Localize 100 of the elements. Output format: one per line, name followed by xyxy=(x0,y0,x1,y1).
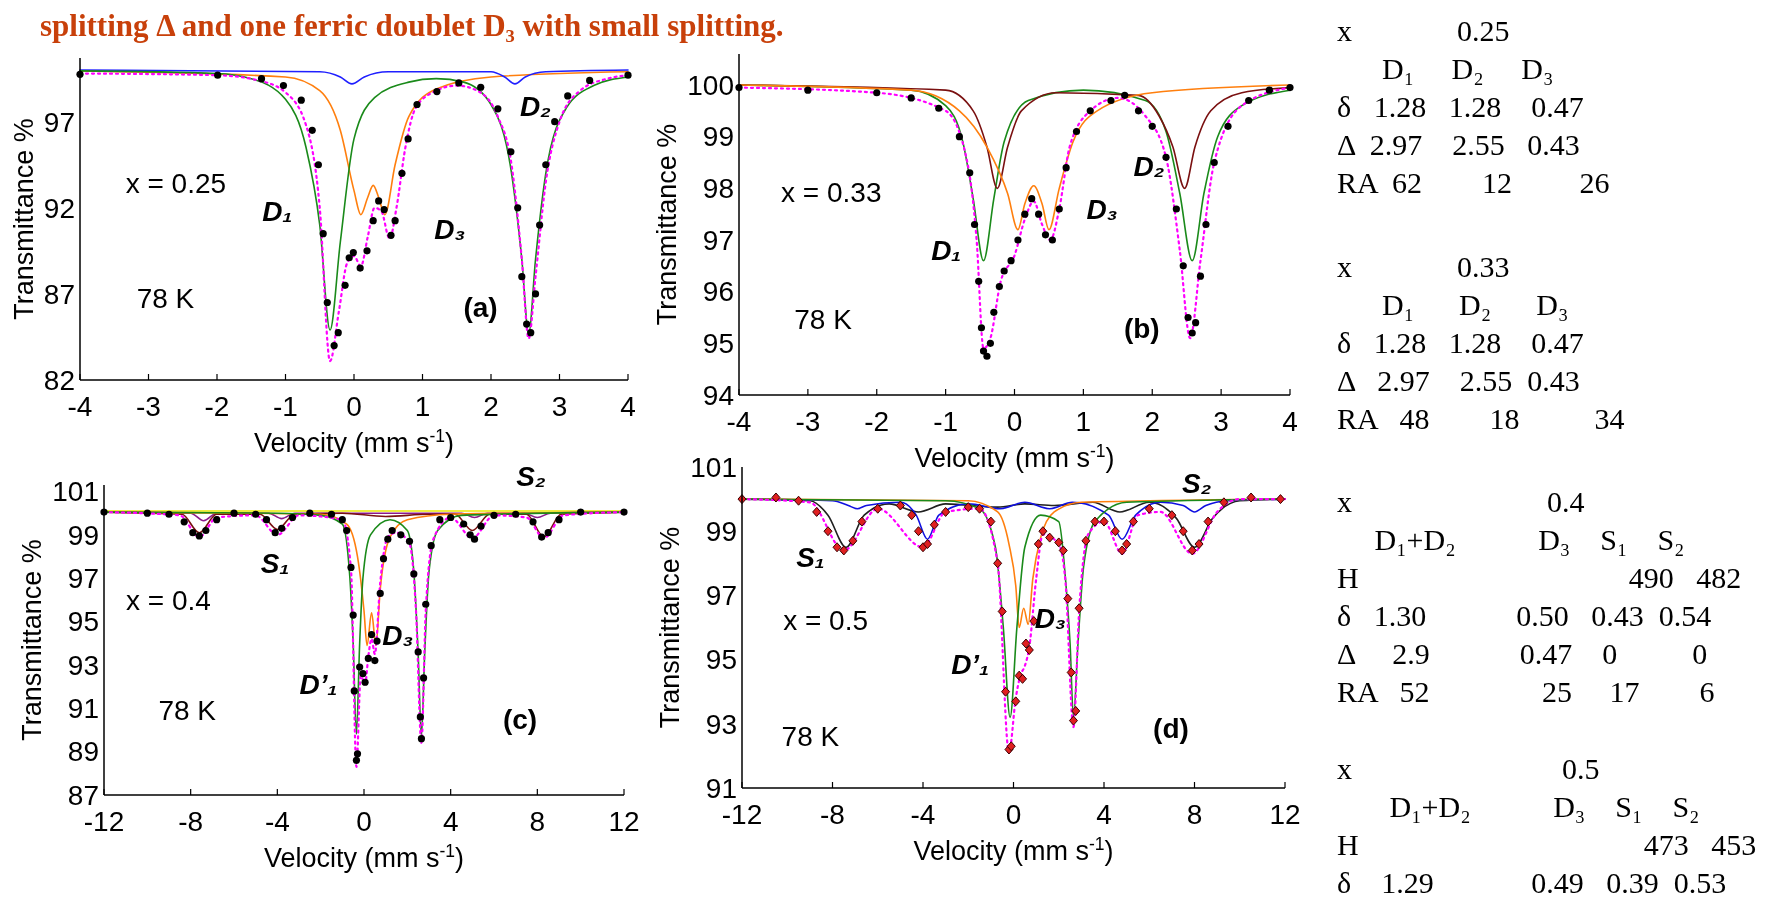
point xyxy=(1128,516,1138,527)
text: Δ 2.9 0.47 0 0 xyxy=(1337,636,1708,670)
point xyxy=(371,656,379,665)
point xyxy=(536,221,544,229)
point xyxy=(794,495,804,506)
point xyxy=(1121,91,1129,99)
y-tick-label: 96 xyxy=(702,276,734,308)
point xyxy=(990,308,998,316)
annotation: S₂ xyxy=(1182,467,1212,499)
point xyxy=(214,71,222,79)
y-tick-label: 101 xyxy=(690,451,737,483)
point xyxy=(531,290,540,298)
y-tick-label: 95 xyxy=(705,644,737,676)
point xyxy=(388,526,396,535)
x-tick-label: 2 xyxy=(483,391,499,422)
y-tick-label: 97 xyxy=(705,580,737,612)
point xyxy=(527,329,535,337)
y-tick-label: 89 xyxy=(67,736,99,768)
x-tick-label: 4 xyxy=(1282,406,1298,437)
point xyxy=(345,254,353,262)
x-tick-label: -1 xyxy=(273,391,298,422)
y-axis-title: Transmittance % xyxy=(8,118,39,320)
point xyxy=(367,630,376,639)
text: D₁ D₂ D₃ xyxy=(1337,51,1554,85)
x-axis-title: Velocity (mm s$^{-1}$) xyxy=(913,834,1114,866)
point xyxy=(507,148,515,156)
point xyxy=(1038,526,1048,537)
annotation: 78 K xyxy=(794,304,853,336)
annotation: D₂ xyxy=(519,91,551,123)
annotation: 78 K xyxy=(136,283,195,315)
y-tick-label: 93 xyxy=(67,649,99,681)
point xyxy=(347,563,355,571)
y-tick-label: 101 xyxy=(52,476,99,508)
point xyxy=(963,502,973,513)
point xyxy=(1117,545,1127,556)
annotation: (a) xyxy=(463,291,498,323)
point xyxy=(1188,329,1196,337)
point xyxy=(1107,96,1115,105)
x-tick-label: 1 xyxy=(414,391,431,422)
point xyxy=(986,339,994,347)
point xyxy=(1148,122,1156,130)
point xyxy=(180,518,188,526)
point xyxy=(1055,205,1063,213)
point xyxy=(477,83,485,91)
text: Δ 2.97 2.55 0.43 xyxy=(1337,127,1580,161)
point xyxy=(257,75,266,83)
point xyxy=(361,678,369,686)
point xyxy=(1033,539,1043,550)
x-tick-label: 4 xyxy=(620,391,636,422)
annotation: x = 0.25 xyxy=(125,168,227,200)
point xyxy=(334,329,342,337)
point xyxy=(839,545,849,556)
x-tick-label: 0 xyxy=(1006,406,1023,437)
x-tick-label: 12 xyxy=(1269,799,1301,830)
text: δ 1.28 1.28 0.47 xyxy=(1337,325,1584,359)
point xyxy=(413,100,421,109)
point xyxy=(1134,107,1143,115)
point xyxy=(391,217,399,225)
point xyxy=(1058,545,1068,556)
point xyxy=(955,133,963,141)
x-tick-label: 12 xyxy=(608,806,640,837)
text: H 473 453 xyxy=(1337,827,1757,861)
point xyxy=(405,537,414,545)
point xyxy=(1192,319,1200,327)
x-axis-title: Velocity (mm s$^{-1}$) xyxy=(253,426,455,458)
point xyxy=(460,520,468,528)
y-tick-label: 92 xyxy=(43,192,75,224)
point xyxy=(1196,272,1205,280)
text: x 0.5 xyxy=(1337,751,1600,785)
y-tick-label: 100 xyxy=(687,69,734,101)
point xyxy=(1210,158,1218,167)
point xyxy=(1202,220,1210,229)
point xyxy=(447,513,455,522)
point xyxy=(314,161,322,169)
x-tick-label: 3 xyxy=(1213,406,1229,437)
point xyxy=(230,509,238,517)
text: x 0.4 xyxy=(1337,484,1585,518)
point xyxy=(1072,127,1081,136)
point xyxy=(330,341,338,350)
point xyxy=(564,92,572,100)
point xyxy=(297,96,305,104)
point xyxy=(356,264,364,272)
point xyxy=(1286,83,1294,92)
point xyxy=(1035,210,1043,218)
point xyxy=(1024,644,1034,655)
point xyxy=(1086,107,1094,115)
text: RA 48 18 34 xyxy=(1337,401,1625,435)
point xyxy=(387,231,395,239)
annotation: (b) xyxy=(1123,312,1160,344)
x-tick-label: -3 xyxy=(795,406,821,437)
point xyxy=(349,611,357,619)
point xyxy=(542,161,550,169)
point xyxy=(279,81,288,90)
point xyxy=(490,511,498,519)
x-tick-label: 4 xyxy=(1096,799,1112,830)
text: D₁+D₂ D₃ S₁ S₂ xyxy=(1337,789,1700,823)
point xyxy=(512,510,520,518)
point xyxy=(1167,510,1177,521)
point xyxy=(848,535,858,546)
point xyxy=(350,687,358,695)
